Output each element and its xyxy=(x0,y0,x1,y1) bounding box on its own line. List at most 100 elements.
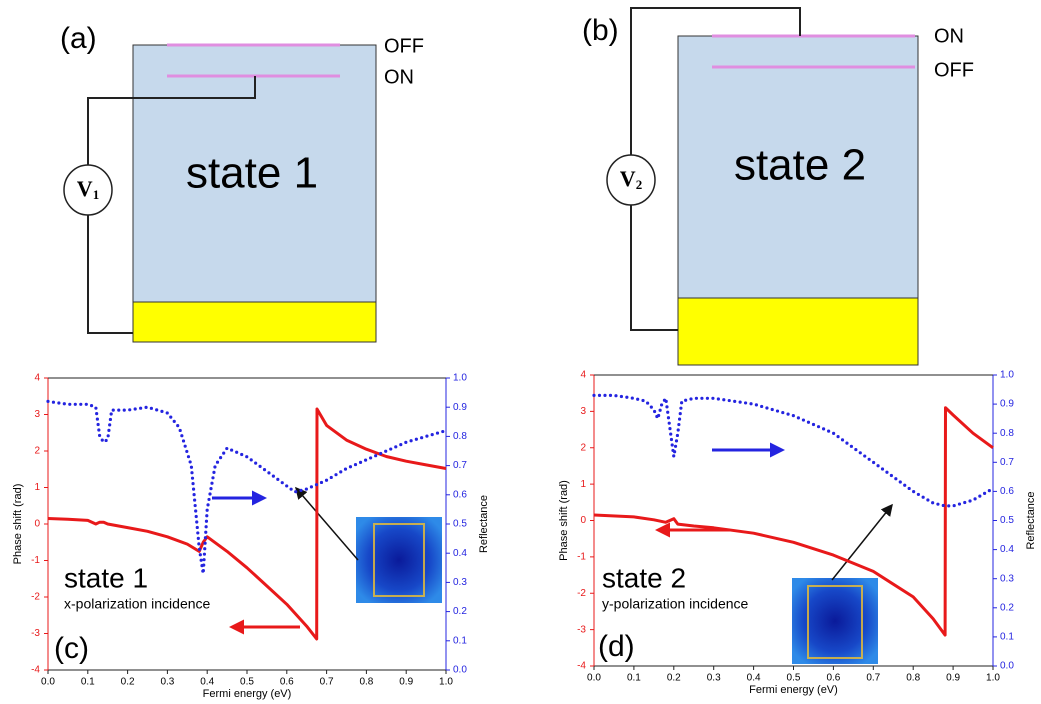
y2-tick-label: 0.6 xyxy=(453,489,467,500)
x-tick-label: 0.4 xyxy=(200,677,214,688)
y-tick-label: -1 xyxy=(31,555,40,566)
field-map xyxy=(356,517,442,603)
wire xyxy=(87,76,256,165)
voltage-source xyxy=(63,164,113,216)
diagram-b: V2 (b) state 2 ON OFF xyxy=(582,7,974,366)
y-tick-label: -3 xyxy=(31,628,40,639)
line-label: OFF xyxy=(934,59,974,81)
pointer-arrow xyxy=(295,486,359,561)
y-tick-label: -2 xyxy=(577,588,586,599)
y2-tick-label: 0.0 xyxy=(453,665,467,676)
electrode xyxy=(132,301,377,343)
y2-tick-label: 1.0 xyxy=(453,373,467,384)
x-tick-label: 0.3 xyxy=(707,673,721,684)
x-tick-label: 0.2 xyxy=(667,673,681,684)
x-tick-label: 0.4 xyxy=(747,673,761,684)
wire xyxy=(87,215,133,334)
state-label: state 2 xyxy=(734,141,866,190)
x-tick-label: 0.8 xyxy=(906,673,920,684)
x-tick-label: 0.5 xyxy=(787,673,801,684)
voltage-label: V1 xyxy=(77,176,99,202)
x-tick-label: 0.6 xyxy=(826,673,840,684)
x-tick-label: 0.1 xyxy=(627,673,641,684)
x-tick-label: 0.8 xyxy=(359,677,373,688)
y-axis-label: Phase shift (rad) xyxy=(12,484,24,565)
subscript: 1 xyxy=(93,187,100,202)
voltage-source xyxy=(606,154,656,206)
x-tick-label: 0.7 xyxy=(866,673,880,684)
y-tick-label: -3 xyxy=(577,624,586,635)
y2-tick-label: 0.5 xyxy=(1000,515,1014,526)
y2-tick-label: 0.2 xyxy=(453,606,467,617)
inset-c xyxy=(356,517,442,603)
voltage-label: V2 xyxy=(620,166,642,192)
x-tick-label: 0.2 xyxy=(121,677,135,688)
y-tick-label: 3 xyxy=(34,409,40,420)
field-hotspot xyxy=(373,523,425,597)
diagram-a: V1 (a) state 1 OFF ON xyxy=(60,22,424,343)
wire xyxy=(630,7,801,155)
x-tick-label: 0.1 xyxy=(81,677,95,688)
annotation: state 2 xyxy=(602,562,686,593)
y2-axis-label: Reflectance xyxy=(1025,491,1037,549)
y2-tick-label: 0.2 xyxy=(1000,602,1014,613)
substrate xyxy=(677,35,919,299)
y2-tick-label: 0.6 xyxy=(1000,486,1014,497)
y-tick-label: 1 xyxy=(580,479,586,490)
series-line xyxy=(593,406,994,637)
annotation: y-polarization incidence xyxy=(602,596,749,612)
y-tick-label: 3 xyxy=(580,406,586,417)
panel-label: (b) xyxy=(582,14,619,47)
y2-axis-label: Reflectance xyxy=(478,495,490,553)
x-tick-label: 0.3 xyxy=(160,677,174,688)
x-tick-label: 0.0 xyxy=(41,677,55,688)
y2-tick-label: 0.5 xyxy=(453,519,467,530)
x-tick-label: 0.0 xyxy=(587,673,601,684)
field-map xyxy=(792,578,878,664)
series-line xyxy=(46,399,448,576)
series-line xyxy=(592,393,995,508)
y2-tick-label: 0.8 xyxy=(453,431,467,442)
y2-tick-label: 0.7 xyxy=(1000,457,1014,468)
x-tick-label: 0.9 xyxy=(946,673,960,684)
y2-tick-label: 0.3 xyxy=(1000,573,1014,584)
series-line xyxy=(47,407,447,641)
panel-label: (d) xyxy=(598,630,635,663)
subscript: 2 xyxy=(636,177,643,192)
panel-label: (c) xyxy=(54,632,89,665)
y2-tick-label: 0.1 xyxy=(453,635,467,646)
y2-tick-label: 0.8 xyxy=(1000,428,1014,439)
panel-label: (a) xyxy=(60,22,97,55)
electrode xyxy=(677,297,919,366)
y-tick-label: -2 xyxy=(31,592,40,603)
wire xyxy=(630,205,678,331)
y2-tick-label: 0.1 xyxy=(1000,632,1014,643)
annotation: x-polarization incidence xyxy=(64,596,211,612)
x-axis-label: Fermi energy (eV) xyxy=(203,688,292,700)
x-tick-label: 0.5 xyxy=(240,677,254,688)
y-tick-label: 2 xyxy=(34,446,40,457)
y-tick-label: 0 xyxy=(580,515,586,526)
source: V xyxy=(620,166,636,191)
x-tick-label: 1.0 xyxy=(439,677,453,688)
y-tick-label: 4 xyxy=(34,373,40,384)
y-axis-label: Phase shift (rad) xyxy=(558,480,570,561)
pointer-arrow xyxy=(831,503,893,581)
y2-tick-label: 0.4 xyxy=(1000,544,1014,555)
y-tick-label: 0 xyxy=(34,519,40,530)
y-tick-label: 4 xyxy=(580,370,586,381)
source: V xyxy=(77,176,93,201)
y-tick-label: -1 xyxy=(577,552,586,563)
y2-tick-label: 0.4 xyxy=(453,548,467,559)
y2-tick-label: 0.9 xyxy=(453,402,467,413)
y2-tick-label: 1.0 xyxy=(1000,370,1014,381)
x-tick-label: 1.0 xyxy=(986,673,1000,684)
y-tick-label: -4 xyxy=(577,661,586,672)
line-label: ON xyxy=(384,66,414,88)
x-tick-label: 0.7 xyxy=(320,677,334,688)
x-tick-label: 0.6 xyxy=(280,677,294,688)
x-tick-label: 0.9 xyxy=(399,677,413,688)
line-label: OFF xyxy=(384,35,424,57)
annotation: state 1 xyxy=(64,562,148,593)
